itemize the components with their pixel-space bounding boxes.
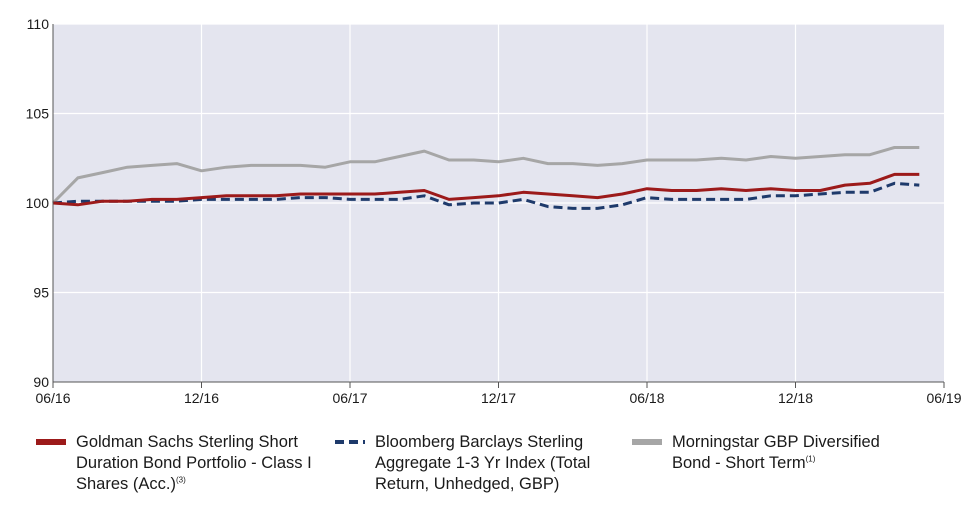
y-tick-label: 100 [26, 195, 50, 211]
legend: Goldman Sachs Sterling Short Duration Bo… [0, 432, 967, 508]
legend-label-goldman-sachs: Goldman Sachs Sterling Short Duration Bo… [76, 432, 312, 495]
line-chart: 90 95 100 105 110 06/16 12/16 06/17 12/17 06/18 12… [26, 16, 962, 406]
legend-label-line: Duration Bond Portfolio - Class I [76, 454, 312, 472]
gridlines [53, 23, 944, 382]
x-tick-label: 06/18 [629, 390, 664, 406]
tick-labels: 90 95 100 105 110 06/16 12/16 06/17 12/17 06/18 12… [26, 16, 962, 406]
legend-label-morningstar: Morningstar GBP Diversified Bond - Short… [672, 432, 880, 474]
series-line-1 [52, 181, 920, 210]
legend-label-line: Goldman Sachs Sterling Short [76, 433, 298, 451]
x-tick-label: 06/19 [926, 390, 961, 406]
legend-label-line: Bloomberg Barclays Sterling [375, 433, 584, 451]
x-tick-label: 12/17 [481, 390, 516, 406]
x-tick-label: 06/17 [332, 390, 367, 406]
series-line-0 [52, 172, 920, 207]
y-tick-label: 95 [33, 285, 49, 301]
series-line-2 [51, 146, 920, 205]
y-tick-label: 105 [26, 106, 50, 122]
series-lines [51, 146, 920, 210]
legend-label-bloomberg-barclays: Bloomberg Barclays Sterling Aggregate 1-… [375, 432, 590, 495]
legend-item-goldman-sachs: Goldman Sachs Sterling Short Duration Bo… [36, 432, 312, 495]
legend-label-line: Aggregate 1-3 Yr Index (Total [375, 454, 591, 472]
legend-item-morningstar: Morningstar GBP Diversified Bond - Short… [632, 432, 880, 474]
legend-swatch-bloomberg-barclays [335, 440, 365, 444]
legend-label-line: Shares (Acc.)(3) [76, 475, 186, 493]
x-tick-label: 12/16 [184, 390, 219, 406]
legend-swatch-morningstar [632, 439, 662, 445]
footnote-marker: (3) [175, 475, 186, 485]
legend-label-line: Return, Unhedged, GBP) [375, 475, 560, 493]
x-tick-label: 12/18 [778, 390, 813, 406]
legend-item-bloomberg-barclays: Bloomberg Barclays Sterling Aggregate 1-… [335, 432, 590, 495]
y-tick-label: 90 [33, 374, 49, 390]
legend-label-line: Bond - Short Term(1) [672, 454, 816, 472]
x-tick-label: 06/16 [35, 390, 70, 406]
legend-swatch-goldman-sachs [36, 439, 66, 445]
y-tick-label: 110 [27, 16, 50, 32]
footnote-marker: (1) [805, 454, 816, 464]
legend-label-line: Morningstar GBP Diversified [672, 433, 880, 451]
axes [52, 24, 945, 388]
